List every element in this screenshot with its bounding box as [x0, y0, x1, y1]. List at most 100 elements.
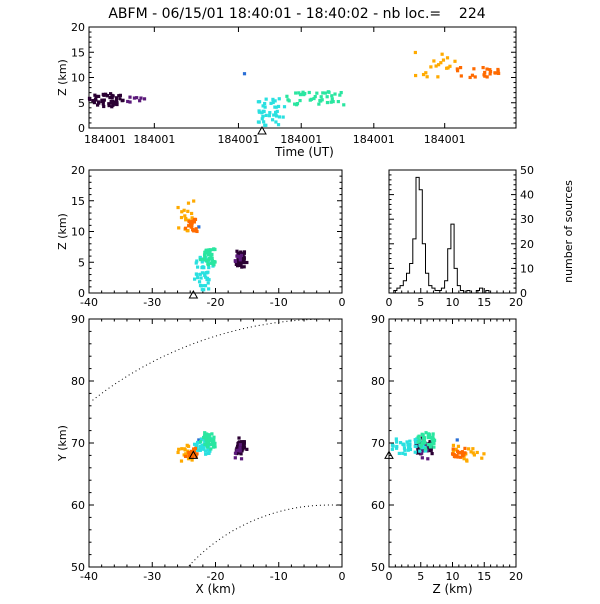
plan-view-point — [195, 452, 199, 456]
altitude-y-point — [421, 439, 426, 444]
time-altitude-point — [101, 92, 105, 96]
time-altitude-point — [115, 102, 119, 107]
altitude-y-point — [431, 432, 435, 436]
altitude-y-x-axis-tick-label: 0 — [386, 570, 393, 583]
time-altitude-point — [93, 97, 98, 101]
altitude-y-point — [394, 437, 398, 441]
time-altitude-point — [483, 70, 487, 75]
time-altitude-point — [308, 98, 312, 102]
x-altitude-point — [209, 253, 213, 257]
plan-view-point — [176, 450, 180, 455]
x-altitude-point — [207, 265, 211, 270]
x-altitude-point — [204, 275, 208, 279]
time-altitude-point — [325, 100, 330, 105]
x-altitude-point — [186, 201, 191, 205]
plan-view-point — [189, 449, 194, 453]
x-altitude-point — [192, 219, 196, 223]
time-altitude-point — [421, 72, 426, 77]
time-altitude-point — [117, 94, 121, 98]
altitude-y-point — [405, 440, 409, 444]
altitude-y-point — [469, 450, 473, 454]
plan-view-point — [204, 452, 208, 456]
x-altitude-point — [242, 250, 247, 254]
x-altitude-point — [192, 277, 197, 281]
plan-view-point — [212, 435, 216, 439]
time-altitude-point — [321, 91, 325, 95]
altitude-y-point — [420, 456, 424, 460]
altitude-y-point — [419, 443, 424, 447]
time-altitude-y-label: Z (km) — [56, 59, 69, 96]
x-altitude-point — [177, 226, 181, 230]
plan-view-point — [235, 448, 239, 453]
plan-view-point — [203, 442, 207, 447]
x-altitude-point — [209, 255, 213, 260]
altitude-y-point — [453, 448, 457, 452]
x-altitude-point — [194, 261, 198, 265]
time-altitude-point — [94, 94, 98, 99]
plan-view-point — [202, 435, 206, 440]
plan-view-station-marker — [188, 450, 199, 459]
plan-view-point — [233, 451, 238, 455]
plan-view-point — [203, 433, 207, 437]
x-altitude-point — [242, 261, 246, 265]
plan-view-point — [197, 438, 201, 442]
x-altitude-y-axis-tick-label: 15 — [71, 195, 85, 208]
x-altitude-point — [210, 259, 215, 263]
time-altitude-point — [325, 95, 329, 99]
altitude-y-point — [472, 453, 476, 457]
x-altitude-point — [233, 259, 237, 263]
altitude-y-point — [424, 431, 428, 435]
plan-view-point — [207, 436, 211, 441]
plan-view-point — [190, 458, 194, 462]
time-axis-tick-label: 184001 — [353, 133, 395, 146]
x-altitude-point — [237, 251, 241, 255]
x-altitude-point — [206, 281, 210, 285]
altitude-y-point — [428, 445, 432, 449]
plan-view-point — [204, 438, 208, 442]
x-altitude-point — [176, 205, 180, 210]
plan-view-point — [180, 447, 184, 451]
plan-view-point — [208, 449, 212, 453]
time-altitude-point — [275, 109, 279, 114]
x-altitude-x-axis-tick-label: 0 — [339, 296, 346, 309]
plan-view-point — [203, 449, 208, 453]
x-altitude-point — [195, 272, 199, 277]
x-altitude-point — [186, 209, 190, 213]
altitude-y-point — [408, 445, 412, 449]
plan-view-point — [209, 443, 213, 447]
altitude-y-point — [413, 450, 417, 454]
time-altitude-point — [128, 100, 132, 104]
x-altitude-point — [207, 278, 211, 282]
altitude-y-point — [431, 441, 435, 445]
time-altitude-point — [102, 98, 106, 102]
time-altitude-point — [108, 96, 112, 100]
time-altitude-point — [293, 102, 297, 106]
x-altitude-point — [200, 260, 204, 264]
altitude-y-point — [463, 446, 467, 451]
altitude-y-point — [422, 435, 426, 440]
x-altitude-point — [197, 280, 202, 284]
x-altitude-x-axis-tick-label: -10 — [270, 296, 288, 309]
time-altitude-point — [277, 97, 281, 101]
altitude-y-point — [459, 455, 463, 459]
histogram-x-axis-tick-label: 15 — [477, 296, 491, 309]
x-altitude-frame — [88, 169, 343, 294]
altitude-y-point — [421, 449, 425, 453]
time-altitude-point — [139, 96, 143, 100]
x-altitude-x-axis-tick-label: -30 — [143, 296, 161, 309]
x-altitude-point — [212, 259, 216, 264]
altitude-y-point — [414, 440, 418, 445]
time-altitude-point — [138, 99, 142, 103]
altitude-y-point — [416, 447, 420, 451]
histogram-x-axis-tick-label: 5 — [417, 296, 424, 309]
time-altitude-point — [257, 120, 261, 124]
time-altitude-point — [294, 91, 298, 95]
time-altitude-point — [274, 120, 278, 124]
time-altitude-point — [315, 91, 319, 95]
time-altitude-point — [118, 93, 122, 97]
plan-view-point — [186, 456, 191, 460]
altitude-y-point — [460, 450, 464, 454]
altitude-y-point — [462, 457, 466, 461]
plan-view-y-axis-tick-label: 50 — [71, 561, 85, 574]
time-altitude-point — [494, 71, 498, 75]
